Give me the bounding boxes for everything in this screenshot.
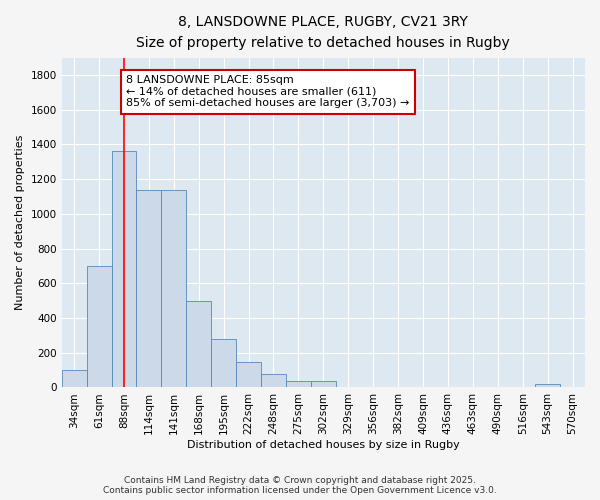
Bar: [62, 370, 86, 388]
Bar: [136, 190, 161, 388]
Bar: [161, 190, 186, 388]
X-axis label: Distribution of detached houses by size in Rugby: Distribution of detached houses by size …: [187, 440, 460, 450]
Text: 8 LANSDOWNE PLACE: 85sqm
← 14% of detached houses are smaller (611)
85% of semi-: 8 LANSDOWNE PLACE: 85sqm ← 14% of detach…: [127, 75, 410, 108]
Bar: [236, 362, 261, 388]
Bar: [535, 384, 560, 388]
Y-axis label: Number of detached properties: Number of detached properties: [15, 135, 25, 310]
Bar: [112, 152, 136, 388]
Bar: [86, 266, 112, 388]
Text: Contains HM Land Registry data © Crown copyright and database right 2025.
Contai: Contains HM Land Registry data © Crown c…: [103, 476, 497, 495]
Title: 8, LANSDOWNE PLACE, RUGBY, CV21 3RY
Size of property relative to detached houses: 8, LANSDOWNE PLACE, RUGBY, CV21 3RY Size…: [136, 15, 510, 50]
Bar: [311, 382, 336, 388]
Bar: [286, 382, 311, 388]
Bar: [186, 300, 211, 388]
Bar: [261, 374, 286, 388]
Bar: [211, 339, 236, 388]
